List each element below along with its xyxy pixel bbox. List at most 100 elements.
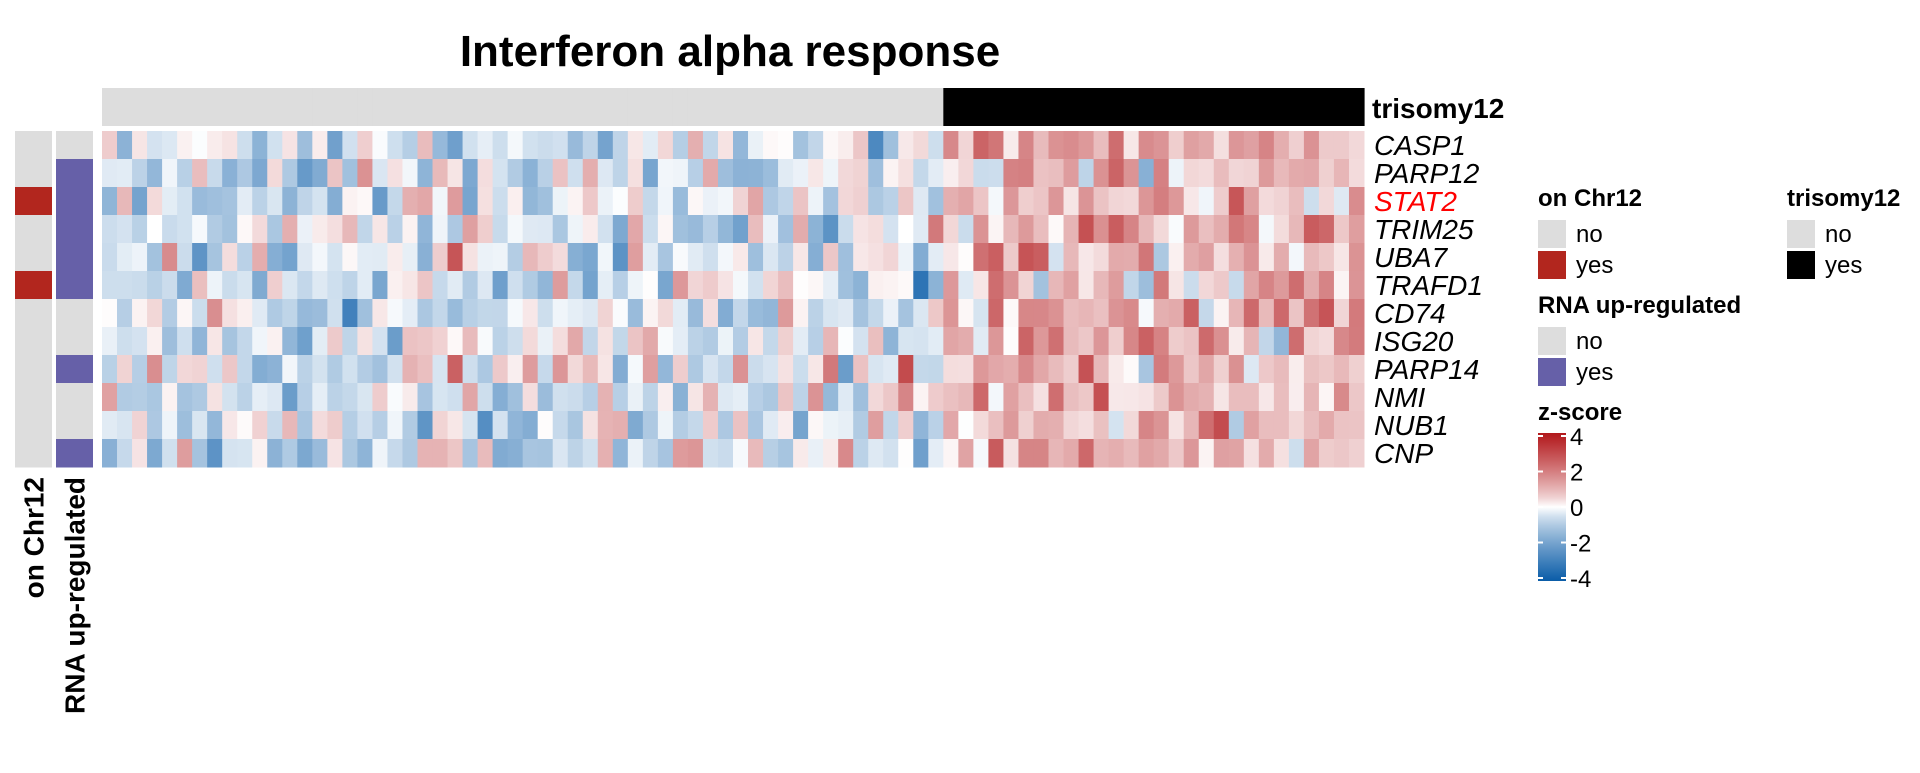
heatmap-cell: [342, 131, 358, 160]
heatmap-cell: [477, 131, 494, 160]
row-annotation-cell: [56, 439, 93, 468]
heatmap-cell: [928, 271, 944, 300]
heatmap-cell: [1018, 131, 1034, 160]
heatmap-cell: [1003, 131, 1019, 160]
heatmap-cell: [883, 411, 899, 440]
heatmap-cell: [1273, 439, 1290, 468]
heatmap-cell: [462, 355, 479, 384]
heatmap-cell: [192, 187, 208, 216]
heatmap-cell: [1198, 439, 1215, 468]
heatmap-cell: [1153, 187, 1170, 216]
heatmap-cell: [1138, 187, 1155, 216]
heatmap-cell: [1048, 187, 1065, 216]
heatmap-cell: [1333, 187, 1350, 216]
heatmap-cell: [943, 243, 959, 272]
heatmap-cell: [327, 159, 343, 188]
heatmap-cell: [1288, 243, 1305, 272]
heatmap-cell: [943, 327, 959, 356]
heatmap-cell: [582, 159, 599, 188]
heatmap-cell: [1108, 299, 1125, 328]
heatmap-cell: [1258, 159, 1275, 188]
heatmap-cell: [327, 439, 343, 468]
heatmap-cell: [778, 131, 794, 160]
heatmap-cell: [357, 271, 373, 300]
heatmap-cell: [1123, 243, 1140, 272]
heatmap-cell: [177, 187, 193, 216]
heatmap-cell: [1153, 131, 1170, 160]
heatmap-cell: [102, 327, 118, 356]
heatmap-cell: [943, 411, 959, 440]
heatmap-cell: [267, 159, 283, 188]
trisomy12-cell: [1018, 88, 1035, 126]
row-annotation-cell: [15, 131, 52, 160]
row-annotation-cell: [15, 243, 52, 272]
heatmap-cell: [687, 215, 704, 244]
heatmap-cell: [192, 383, 208, 412]
heatmap-cell: [988, 383, 1004, 412]
heatmap-cell: [627, 383, 644, 412]
heatmap-cell: [252, 439, 268, 468]
heatmap-cell: [462, 159, 479, 188]
heatmap-cell: [988, 411, 1004, 440]
heatmap-cell: [1183, 299, 1200, 328]
heatmap-cell: [1183, 355, 1200, 384]
heatmap-cell: [612, 355, 629, 384]
heatmap-cell: [1033, 131, 1049, 160]
heatmap-cell: [1018, 159, 1034, 188]
heatmap-cell: [702, 187, 719, 216]
row-annotation-cell: [56, 187, 93, 216]
heatmap-cell: [582, 383, 599, 412]
heatmap-cell: [297, 215, 313, 244]
heatmap-cell: [522, 215, 539, 244]
heatmap-cell: [342, 439, 358, 468]
trisomy12-cell: [778, 88, 794, 126]
heatmap-cell: [973, 355, 989, 384]
heatmap-cell: [342, 187, 358, 216]
heatmap-cell: [432, 327, 449, 356]
heatmap-cell: [913, 131, 929, 160]
heatmap-cell: [868, 355, 884, 384]
legend-title: RNA up-regulated: [1538, 292, 1741, 319]
heatmap-cell: [462, 131, 479, 160]
heatmap-cell: [1228, 215, 1245, 244]
heatmap-cell: [702, 355, 719, 384]
trisomy12-cell: [672, 88, 689, 126]
heatmap-cell: [537, 411, 554, 440]
heatmap-cell: [853, 187, 869, 216]
heatmap-cell: [192, 271, 208, 300]
legend-title: on Chr12: [1538, 185, 1642, 212]
heatmap-cell: [162, 131, 178, 160]
heatmap-cell: [1048, 131, 1065, 160]
heatmap-cell: [1333, 439, 1350, 468]
heatmap-cell: [312, 327, 328, 356]
row-annotation-cell: [56, 243, 93, 272]
heatmap-cell: [327, 327, 343, 356]
heatmap-cell: [237, 383, 253, 412]
heatmap-cell: [462, 271, 479, 300]
heatmap-cell: [1123, 299, 1140, 328]
heatmap-cell: [417, 243, 434, 272]
heatmap-cell: [898, 187, 914, 216]
heatmap-cell: [793, 159, 809, 188]
heatmap-cell: [687, 299, 704, 328]
heatmap-cell: [297, 411, 313, 440]
heatmap-cell: [477, 439, 494, 468]
heatmap-cell: [1318, 355, 1335, 384]
heatmap-cell: [717, 327, 734, 356]
row-label-uba7: UBA7: [1374, 242, 1449, 273]
heatmap-cell: [177, 215, 193, 244]
heatmap-cell: [627, 327, 644, 356]
heatmap-cell: [808, 131, 824, 160]
heatmap-cell: [1153, 411, 1170, 440]
heatmap-cell: [162, 243, 178, 272]
heatmap-cell: [297, 383, 313, 412]
heatmap-cell: [748, 271, 764, 300]
heatmap-cell: [1288, 131, 1305, 160]
heatmap-cell: [147, 299, 163, 328]
heatmap-cell: [147, 383, 163, 412]
legend-trisomy12: trisomy12 no yes: [1787, 185, 1900, 279]
heatmap-cell: [117, 439, 133, 468]
row-annotation-cell: [15, 271, 52, 300]
heatmap-cell: [898, 439, 914, 468]
heatmap-cell: [387, 411, 403, 440]
